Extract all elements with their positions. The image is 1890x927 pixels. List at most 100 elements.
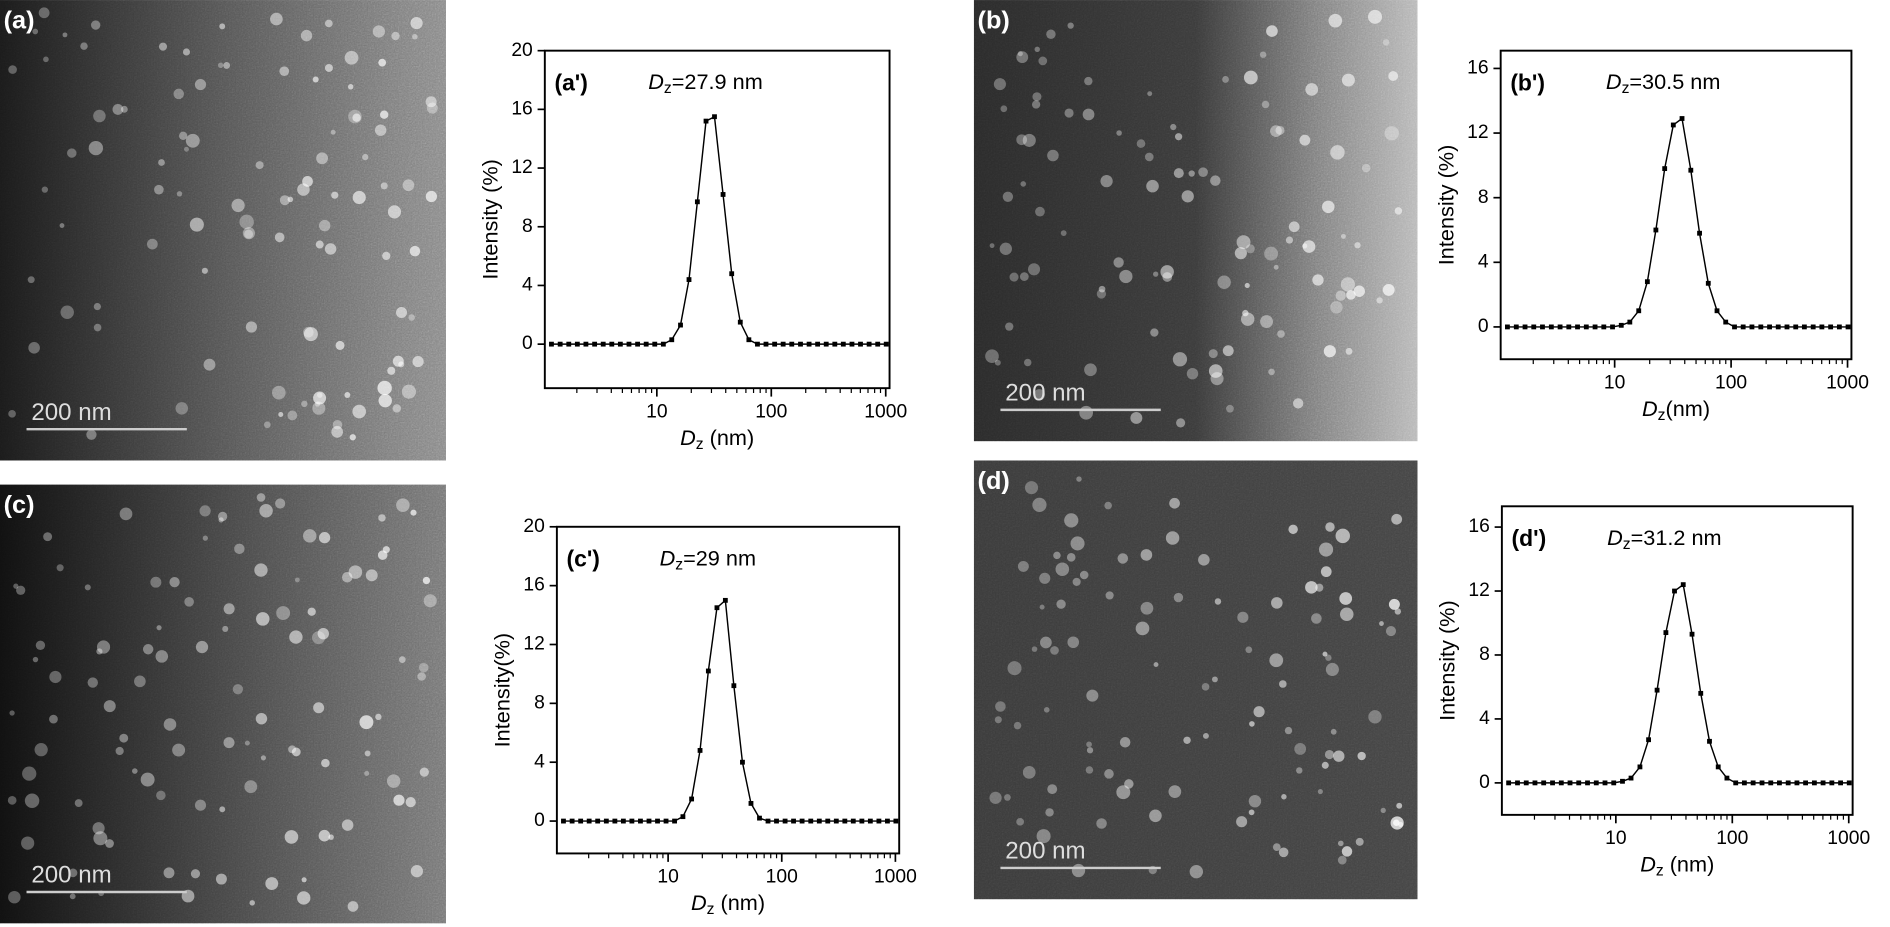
particle [1277,330,1285,338]
x-tick-label: 100 [1716,828,1748,849]
particle [1275,125,1285,135]
particle [1305,581,1318,594]
particle [1047,784,1058,795]
particle [1034,46,1040,52]
particle [1016,51,1029,64]
data-point [1689,631,1695,637]
particle [1173,168,1184,179]
particle [985,349,999,363]
particle [88,140,104,156]
particle [1144,152,1154,162]
y-tick-label: 12 [1468,580,1489,601]
particle [412,355,424,368]
particle [1067,22,1074,29]
particle [409,245,421,257]
particle [163,867,175,879]
data-point [703,118,709,124]
particle [1214,598,1222,605]
series-line [563,598,896,822]
particle [38,7,50,19]
particle [1104,501,1112,510]
particle [1259,51,1267,58]
panel-label: (d') [1512,525,1547,551]
data-point [1663,630,1669,636]
data-point [876,818,882,824]
particle [156,625,162,631]
particle [1379,621,1384,626]
data-point [1558,780,1564,786]
y-tick-label: 4 [1479,708,1490,729]
particle [412,33,418,40]
data-point [774,818,779,824]
particle [67,148,77,158]
annotation: Dz=30.5 nm [1606,69,1721,97]
x-label-unit: (nm) [714,890,765,915]
data-point [689,796,695,802]
particle [245,321,258,333]
particle [352,190,366,205]
particle [1149,809,1162,823]
data-point [720,192,726,197]
data-point [1758,324,1764,330]
particle [1368,710,1382,724]
particle [43,56,49,63]
data-point [694,199,700,205]
y-tick-label: 8 [1478,187,1489,208]
particle [156,790,166,801]
particle [1040,636,1052,649]
particle [1183,736,1191,744]
data-point [603,818,609,824]
particle [1070,536,1085,551]
data-point [755,341,760,347]
particle [364,750,371,757]
data-point [1653,227,1659,233]
particle [352,404,366,419]
data-point [1620,778,1625,784]
data-point [1593,780,1599,786]
particle [34,743,48,757]
data-point [595,818,601,824]
annotation: Dz=31.2 nm [1607,525,1722,553]
particle [1261,100,1270,109]
y-axis-label: Intensity (%) [1433,145,1458,266]
data-point [1698,690,1704,696]
data-point [1585,780,1590,786]
particle [1188,170,1195,177]
particle [1345,347,1353,355]
data-point [680,814,686,820]
y-tick-label: 16 [1468,516,1489,537]
particle [375,713,382,721]
data-point [586,818,592,824]
data-point [1846,780,1852,786]
particle [255,161,264,170]
data-point [1819,324,1825,330]
x-axis-label: Dz (nm) [1640,851,1714,879]
data-point [1705,280,1711,286]
y-tick-label: 0 [1478,316,1489,337]
particle [995,701,1006,712]
data-point [705,668,711,674]
particle [1279,680,1287,688]
particle [1245,244,1255,254]
data-point [629,818,635,824]
data-point [1576,780,1582,786]
particle [1032,497,1047,513]
particle [150,576,162,588]
particle [1198,167,1208,177]
y-tick-label: 8 [1479,644,1490,665]
particle [1119,269,1133,284]
particle [1173,592,1184,603]
particle [1272,843,1281,851]
image-label: (a) [4,6,35,34]
particle [418,662,429,673]
particle [1140,549,1153,561]
data-point [1541,780,1547,786]
particle [276,606,291,621]
particle [8,65,17,74]
particle [232,684,244,695]
particle [303,326,314,338]
data-point [1829,780,1835,786]
particle [1043,707,1050,713]
particle [279,66,290,76]
image-label: (c) [4,491,35,519]
